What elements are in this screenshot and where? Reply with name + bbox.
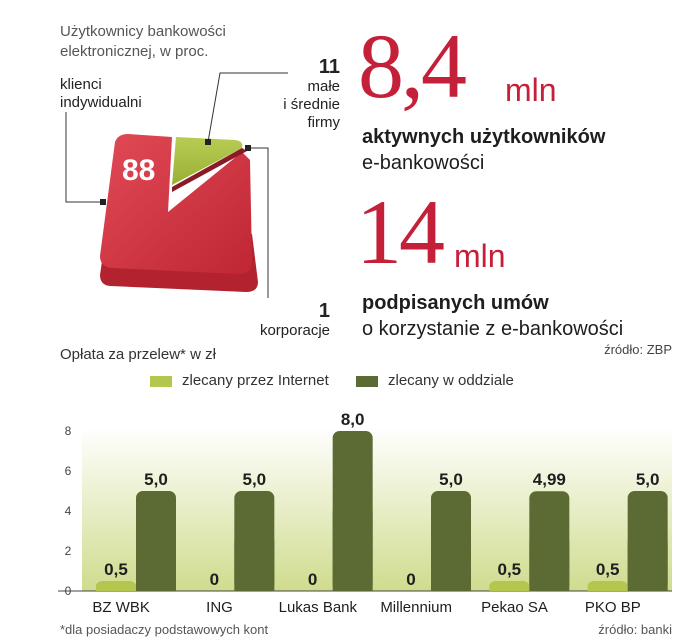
y-tick-label: 4 [65,504,72,518]
bar-internet-base [96,586,136,591]
legend-label-branch: zlecany w oddziale [388,372,514,389]
label-sme: 11 małe i średnie firmy [250,56,340,132]
stat-users-desc-line2: e-bankowości [362,152,485,174]
bar-branch-base [332,511,373,591]
y-tick-label: 2 [65,544,72,558]
pie-caption: Użytkownicy bankowości elektronicznej, w… [60,22,226,62]
label-sme-line2: i średnie [283,96,340,113]
data-label-branch: 5,0 [636,470,660,489]
leader-sme [207,72,288,143]
label-individual: klienci indywidualni [60,76,142,112]
bar-branch-base [234,541,275,591]
stat-users-number: 8,4 [358,15,467,117]
label-corporate: 1 korporacje [240,300,330,340]
y-tick-label: 0 [65,584,72,598]
stat-users-desc-line1: aktywnych użytkowników [362,126,606,148]
pie-value-individual: 88 [122,154,156,187]
bar-branch-base [431,541,471,591]
pie-segment-individual [100,134,252,274]
data-label-branch: 5,0 [439,470,463,489]
leader-individual-dot [100,199,106,205]
chart-title: Opłata za przelew* w zł [60,346,216,363]
legend: zlecany przez Internet zlecany w oddzial… [150,372,670,392]
bar-branch-base [529,541,570,591]
pie-caption-line1: Użytkownicy bankowości [60,23,226,40]
leader-sme-dot [205,139,211,145]
stat-contracts-number: 14 [356,181,445,283]
leader-corporate-dot [245,145,251,151]
label-sme-line3: firmy [307,114,341,131]
category-label: Pekao SA [481,599,548,616]
pie-caption-line2: elektronicznej, w proc. [60,43,209,60]
label-sme-value: 11 [318,56,340,78]
bar-branch-base [627,541,668,591]
label-individual-line2: indywidualni [60,94,142,111]
y-tick-label: 6 [65,464,72,478]
stat-contracts-desc: podpisanych umów o korzystanie z e-banko… [362,290,623,342]
category-label: BZ WBK [92,599,150,616]
category-label: Lukas Bank [279,599,358,616]
stats-source: źródło: ZBP [604,342,672,357]
data-label-internet: 0 [210,570,219,589]
data-label-internet: 0 [308,570,317,589]
pie-segment-corporate [172,148,247,192]
data-label-branch: 5,0 [243,470,267,489]
legend-label-internet: zlecany przez Internet [182,372,329,389]
label-sme-line1: małe [307,78,340,95]
bar-internet-base [489,586,530,591]
data-label-branch: 4,99 [533,470,566,489]
leader-individual [65,112,102,203]
stat-users-unit: mln [505,72,557,108]
stat-contracts-desc-line2: o korzystanie z e-bankowości [362,318,624,340]
stat-contracts-unit: mln [454,238,506,274]
category-label: PKO BP [585,599,641,616]
category-label: Millennium [380,599,452,616]
bar-branch-base [136,541,176,591]
pie-segment-sme [172,137,243,185]
legend-swatch-internet [150,376,172,387]
leader-corporate [248,147,269,298]
data-label-internet: 0 [406,570,415,589]
label-corporate-line1: korporacje [259,322,330,339]
label-individual-line1: klienci [60,76,102,93]
chart-source: źródło: banki [598,622,672,637]
category-label: ING [206,599,233,616]
plot-background [82,427,672,591]
data-label-branch: 8,0 [341,410,365,429]
y-tick-label: 8 [65,424,72,438]
bar-internet-base [587,586,628,591]
data-label-internet: 0,5 [596,560,620,579]
data-label-internet: 0,5 [498,560,522,579]
stat-users-desc: aktywnych użytkowników e-bankowości [362,124,605,176]
chart-footnote: *dla posiadaczy podstawowych kont [60,622,269,637]
data-label-branch: 5,0 [144,470,168,489]
stat-contracts-desc-line1: podpisanych umów [362,292,549,314]
label-corporate-value: 1 [318,300,330,322]
legend-swatch-branch [356,376,378,387]
data-label-internet: 0,5 [104,560,128,579]
